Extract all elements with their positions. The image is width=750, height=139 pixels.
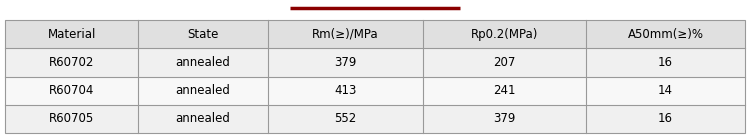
Text: 379: 379	[494, 112, 516, 125]
Text: annealed: annealed	[176, 84, 230, 97]
Bar	[5, 20, 745, 133]
Text: 413: 413	[334, 84, 356, 97]
Text: 552: 552	[334, 112, 356, 125]
Text: 16: 16	[658, 56, 673, 69]
Text: 379: 379	[334, 56, 356, 69]
Text: Material: Material	[47, 28, 96, 41]
Text: R60704: R60704	[49, 84, 94, 97]
Text: R60705: R60705	[49, 112, 94, 125]
Text: 241: 241	[494, 84, 516, 97]
Bar	[5, 48, 745, 76]
Text: 207: 207	[494, 56, 516, 69]
Bar	[5, 76, 745, 105]
Text: State: State	[188, 28, 219, 41]
Text: annealed: annealed	[176, 112, 230, 125]
Text: R60702: R60702	[49, 56, 94, 69]
Bar	[5, 20, 745, 48]
Text: 14: 14	[658, 84, 673, 97]
Bar	[5, 105, 745, 133]
Text: Rm(≥)/MPa: Rm(≥)/MPa	[312, 28, 379, 41]
Text: 16: 16	[658, 112, 673, 125]
Text: A50mm(≥)%: A50mm(≥)%	[628, 28, 704, 41]
Text: annealed: annealed	[176, 56, 230, 69]
Text: Rp0.2(MPa): Rp0.2(MPa)	[471, 28, 538, 41]
